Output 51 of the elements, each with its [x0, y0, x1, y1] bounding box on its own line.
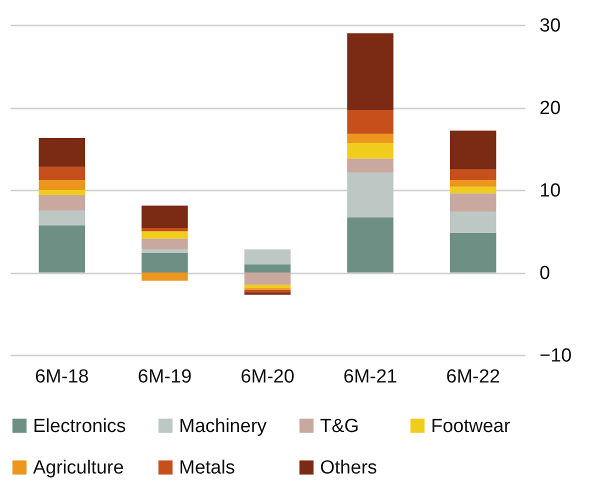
bar: [244, 284, 291, 288]
bar: [38, 194, 86, 211]
y-tick-label: 10: [540, 180, 561, 202]
x-tick-label: 6M-22: [446, 366, 500, 388]
bar: [142, 231, 188, 239]
legend-label: Machinery: [179, 416, 268, 437]
bar: [142, 249, 188, 253]
bar: [244, 249, 291, 264]
legend-label: Metals: [179, 458, 235, 478]
bar: [450, 130, 496, 170]
bar: [450, 211, 496, 233]
y-tick-label: −10: [540, 346, 572, 366]
bar: [142, 238, 188, 250]
bar: [347, 217, 394, 272]
bar: [38, 210, 86, 226]
x-tick-label: 6M-20: [240, 366, 294, 388]
bar: [347, 33, 394, 110]
y-tick-label: 30: [540, 16, 561, 36]
legend-label: Footwear: [431, 416, 511, 437]
bar: [244, 290, 291, 292]
y-tick-label: 20: [540, 98, 561, 119]
legend-label: Electronics: [33, 416, 126, 437]
bar: [450, 169, 496, 180]
x-tick-label: 6M-19: [138, 366, 192, 388]
bar: [244, 272, 291, 285]
y-tick-label: 0: [540, 263, 550, 284]
bar: [450, 180, 496, 187]
bar: [142, 252, 188, 272]
bar: [38, 180, 86, 190]
bar: [450, 232, 496, 272]
bar: [244, 292, 291, 295]
bar: [347, 158, 394, 173]
bar: [142, 272, 188, 281]
x-tick-label: 6M-21: [343, 366, 398, 388]
legend-label: Others: [320, 458, 378, 478]
bar: [347, 110, 394, 134]
bar: [450, 186, 496, 194]
x-tick-label: 6M-18: [34, 366, 89, 388]
legend-label: Agriculture: [33, 458, 124, 478]
bar: [38, 166, 86, 180]
legend-label: T&G: [320, 416, 360, 437]
bar: [347, 134, 394, 143]
bar: [347, 142, 394, 159]
bar: [142, 206, 188, 228]
bar: [244, 264, 291, 272]
bar: [38, 138, 86, 167]
bar: [450, 193, 496, 212]
bar: [38, 225, 86, 272]
bar: [38, 190, 86, 195]
bar: [347, 172, 394, 218]
bar: [142, 228, 188, 232]
